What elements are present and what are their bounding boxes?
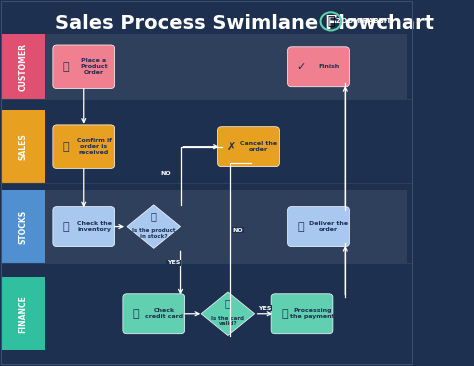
Text: 💳: 💳 [133, 309, 139, 319]
Text: SALES: SALES [18, 133, 27, 160]
FancyBboxPatch shape [1, 190, 45, 263]
FancyBboxPatch shape [288, 47, 349, 87]
FancyBboxPatch shape [1, 111, 45, 183]
FancyBboxPatch shape [53, 207, 115, 247]
Text: YES: YES [258, 306, 272, 311]
FancyBboxPatch shape [288, 207, 349, 247]
Text: 💳: 💳 [225, 298, 231, 308]
Text: 📋: 📋 [151, 211, 157, 221]
Text: Is the card
valid?: Is the card valid? [211, 315, 245, 326]
Text: Check
credit card: Check credit card [145, 309, 183, 319]
Text: Deliver the
order: Deliver the order [309, 221, 348, 232]
Text: 🐰: 🐰 [327, 15, 335, 28]
FancyBboxPatch shape [53, 45, 115, 89]
Text: ZOOM RABBIT: ZOOM RABBIT [336, 18, 392, 25]
Text: STOCKS: STOCKS [18, 209, 27, 244]
FancyBboxPatch shape [271, 294, 333, 334]
Text: NO: NO [161, 171, 172, 176]
FancyBboxPatch shape [45, 34, 407, 100]
FancyBboxPatch shape [1, 277, 45, 350]
Polygon shape [127, 205, 181, 249]
Text: YES: YES [167, 260, 180, 265]
FancyBboxPatch shape [45, 190, 407, 263]
Text: Check the
inventory: Check the inventory [76, 221, 111, 232]
FancyBboxPatch shape [53, 125, 115, 168]
Text: 🚚: 🚚 [298, 221, 304, 232]
FancyBboxPatch shape [218, 127, 279, 167]
Text: CUSTOMER: CUSTOMER [18, 43, 27, 91]
Text: Cancel the
order: Cancel the order [240, 141, 277, 152]
Text: 🔒: 🔒 [281, 309, 288, 319]
Text: 🔍: 🔍 [63, 221, 70, 232]
Text: 🛒: 🛒 [63, 62, 70, 72]
Text: Processing
the payment: Processing the payment [290, 309, 335, 319]
Text: 📦: 📦 [63, 142, 70, 152]
FancyBboxPatch shape [1, 34, 45, 100]
FancyBboxPatch shape [123, 294, 185, 334]
Text: Sales Process Swimlane Flowchart: Sales Process Swimlane Flowchart [55, 14, 434, 33]
Circle shape [320, 12, 341, 30]
Text: ✓: ✓ [296, 62, 306, 72]
Text: Confirm if
order is
received: Confirm if order is received [77, 138, 111, 155]
Text: NO: NO [233, 228, 244, 233]
Polygon shape [201, 292, 255, 336]
Text: FINANCE: FINANCE [18, 295, 27, 333]
Text: Finish: Finish [318, 64, 339, 69]
Text: Place a
Product
Order: Place a Product Order [80, 59, 108, 75]
Text: Is the product
in stock?: Is the product in stock? [132, 228, 175, 239]
Text: ✗: ✗ [226, 142, 236, 152]
